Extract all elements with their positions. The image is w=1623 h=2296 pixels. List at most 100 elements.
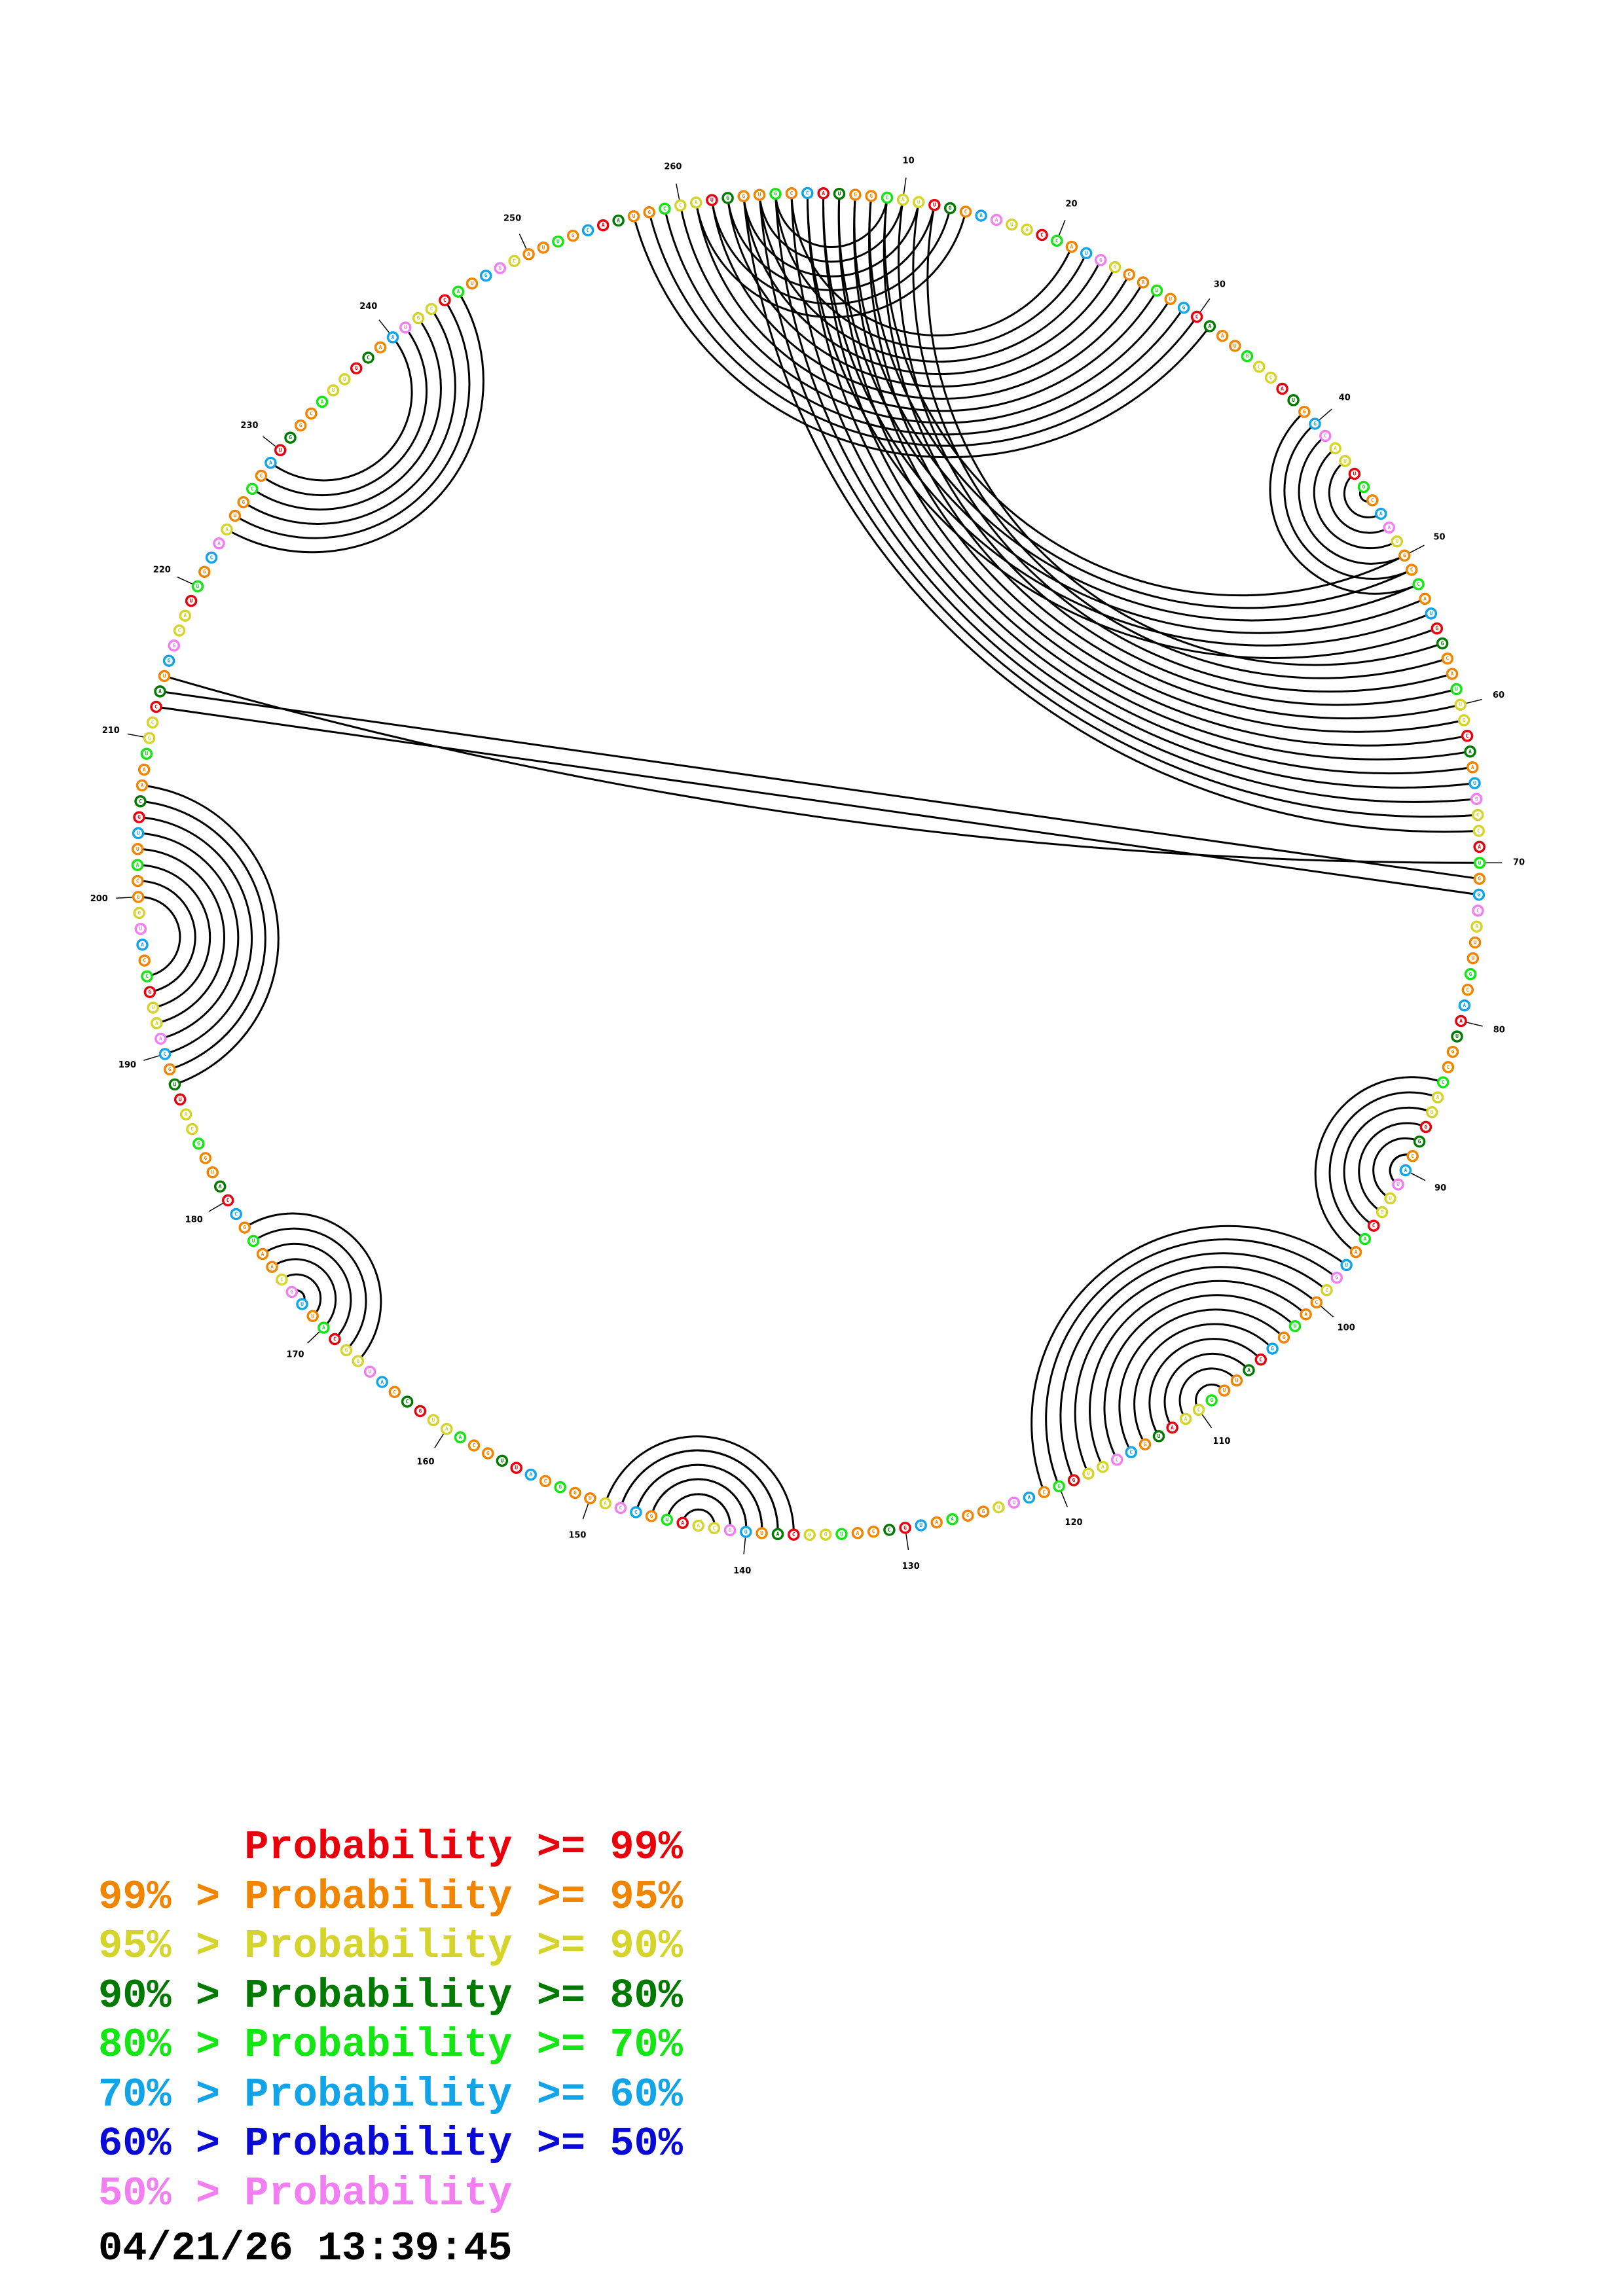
nucleotide-letter: C bbox=[210, 554, 213, 560]
legend-prefix: 90% > bbox=[98, 1972, 245, 2019]
base-pair-arc bbox=[226, 291, 484, 554]
nucleotide-letter: A bbox=[1451, 671, 1454, 677]
tick-mark bbox=[1199, 298, 1211, 313]
nucleotide-marker bbox=[1241, 350, 1254, 363]
nucleotide-marker bbox=[496, 1454, 509, 1467]
base-pair-arc bbox=[822, 193, 1432, 647]
nucleotide-letter: A bbox=[392, 334, 395, 340]
base-pair-arc bbox=[1358, 1122, 1427, 1213]
nucleotide-letter: G bbox=[1418, 1139, 1421, 1145]
tick-label: 20 bbox=[1065, 200, 1077, 209]
tick-mark bbox=[905, 1533, 909, 1551]
nucleotide-marker bbox=[246, 482, 259, 495]
nucleotide-marker bbox=[977, 1505, 990, 1518]
nucleotide-marker bbox=[427, 1414, 440, 1427]
nucleotide-marker bbox=[143, 732, 156, 744]
nucleotide-marker bbox=[255, 469, 268, 482]
nucleotide-marker bbox=[975, 209, 987, 222]
nucleotide-marker bbox=[771, 1528, 784, 1541]
nucleotide-letter: A bbox=[136, 862, 139, 868]
nucleotide-letter: U bbox=[343, 376, 346, 382]
nucleotide-letter: A bbox=[445, 1426, 448, 1432]
nucleotide-letter: G bbox=[137, 814, 141, 820]
nucleotide-marker bbox=[1319, 429, 1332, 442]
nucleotide-letter: G bbox=[148, 735, 151, 741]
legend-text: Probability >= 70% bbox=[244, 2022, 683, 2068]
nucleotide-marker bbox=[1053, 1480, 1065, 1493]
nucleotide-marker bbox=[1470, 920, 1483, 933]
nucleotide-letter: C bbox=[280, 1277, 283, 1283]
nucleotide-letter: A bbox=[141, 783, 144, 789]
nucleotide-marker bbox=[1152, 1430, 1165, 1443]
nucleotide-marker bbox=[213, 1180, 227, 1193]
nucleotide-marker bbox=[849, 188, 862, 201]
nucleotide-marker bbox=[753, 188, 766, 201]
nucleotide-letter: A bbox=[681, 1520, 684, 1526]
base-pair-arc bbox=[160, 690, 1480, 880]
nucleotide-letter: C bbox=[1477, 828, 1480, 834]
nucleotide-letter: A bbox=[1387, 525, 1391, 531]
nucleotide-marker bbox=[1468, 936, 1482, 949]
nucleotide-marker bbox=[306, 1310, 319, 1323]
nucleotide-letter: G bbox=[172, 643, 175, 649]
nucleotide-marker bbox=[1473, 840, 1486, 853]
nucleotide-letter: C bbox=[1195, 314, 1199, 320]
nucleotide-letter: G bbox=[418, 1408, 422, 1414]
tick-label: 240 bbox=[359, 302, 377, 312]
base-pair-arc bbox=[1298, 435, 1405, 565]
nucleotide-letter: U bbox=[515, 1465, 518, 1471]
nucleotide-letter: C bbox=[513, 258, 516, 264]
nucleotide-marker bbox=[140, 747, 153, 760]
nucleotide-marker bbox=[338, 373, 351, 386]
nucleotide-marker bbox=[374, 341, 387, 353]
nucleotide-marker bbox=[1413, 1135, 1426, 1148]
nucleotide-marker bbox=[1023, 1491, 1036, 1504]
nucleotide-letter: A bbox=[1171, 1425, 1174, 1431]
nucleotide-marker bbox=[661, 1513, 674, 1526]
nucleotide-letter: A bbox=[261, 1251, 264, 1257]
nucleotide-marker bbox=[173, 1093, 187, 1106]
nucleotide-marker bbox=[1398, 549, 1411, 562]
nucleotide-marker bbox=[1164, 293, 1176, 306]
nucleotide-letter: C bbox=[1446, 1064, 1450, 1070]
base-pair-arc bbox=[138, 832, 240, 1040]
nucleotide-letter: A bbox=[1281, 386, 1284, 392]
base-pair-arc bbox=[1103, 1294, 1296, 1460]
nucleotide-marker bbox=[627, 210, 640, 223]
tick-mark bbox=[143, 1054, 160, 1061]
nucleotide-marker bbox=[835, 1528, 848, 1541]
base-pair-arc bbox=[271, 1258, 337, 1329]
nucleotide-marker bbox=[943, 202, 957, 215]
nucleotide-marker bbox=[959, 206, 972, 218]
tick-mark bbox=[1410, 1172, 1426, 1181]
nucleotide-letter: C bbox=[178, 628, 181, 634]
nucleotide-marker bbox=[990, 213, 1003, 226]
nucleotide-letter: G bbox=[774, 191, 777, 197]
nucleotide-marker bbox=[819, 1528, 832, 1541]
nucleotide-marker bbox=[1425, 607, 1438, 620]
base-pair-arc bbox=[806, 192, 1438, 659]
nucleotide-marker bbox=[643, 206, 655, 219]
nucleotide-marker bbox=[296, 1298, 308, 1310]
base-pair-arc bbox=[1074, 1266, 1317, 1475]
tick-label: 210 bbox=[102, 726, 120, 736]
nucleotide-marker bbox=[630, 1506, 642, 1518]
nucleotide-letter: G bbox=[1099, 257, 1103, 263]
tick-mark bbox=[1058, 219, 1066, 236]
nucleotide-letter: C bbox=[872, 1529, 875, 1535]
base-pair-arc bbox=[806, 192, 1473, 775]
tick-mark bbox=[676, 183, 680, 201]
nucleotide-letter: C bbox=[393, 1389, 396, 1395]
nucleotide-marker bbox=[1431, 622, 1444, 635]
nucleotide-marker bbox=[817, 187, 830, 200]
nucleotide-letter: A bbox=[1101, 1464, 1104, 1470]
nucleotide-letter: A bbox=[1475, 924, 1478, 929]
base-pair-arc bbox=[775, 194, 888, 248]
nucleotide-marker bbox=[803, 1528, 816, 1541]
base-pair-arc bbox=[666, 1493, 731, 1531]
nucleotide-letter: U bbox=[163, 673, 166, 679]
nucleotide-marker bbox=[1067, 1474, 1080, 1486]
nucleotide-marker bbox=[1455, 1014, 1467, 1028]
nucleotide-marker bbox=[274, 444, 287, 457]
base-pair-arc bbox=[1343, 473, 1382, 518]
